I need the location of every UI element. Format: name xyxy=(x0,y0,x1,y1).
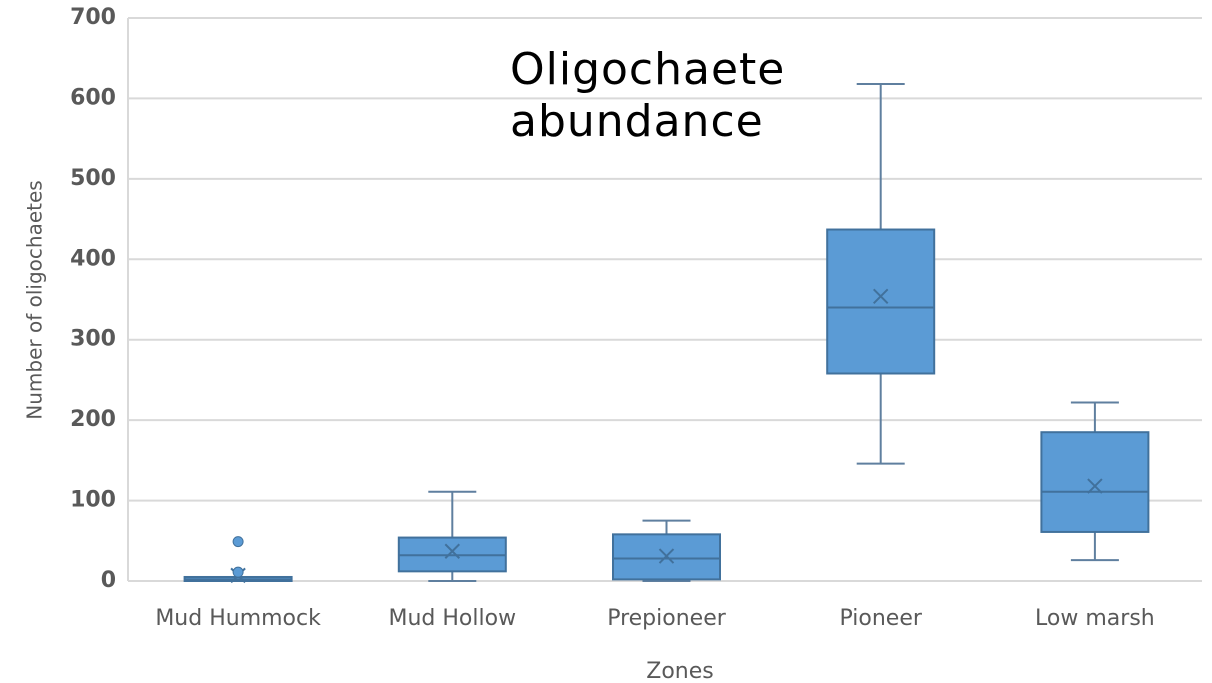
y-tick-label: 100 xyxy=(70,488,116,513)
mean-marker xyxy=(872,288,889,304)
outlier xyxy=(232,536,244,548)
y-tick-label: 700 xyxy=(70,5,116,30)
x-tick-label: Low marsh xyxy=(1035,606,1155,631)
x-axis-label: Zones xyxy=(646,659,713,683)
y-axis-label: Number of oligochaetes xyxy=(23,180,47,419)
y-tick-label: 300 xyxy=(70,327,116,352)
x-tick-label: Prepioneer xyxy=(607,606,727,631)
outlier xyxy=(232,566,244,578)
mean-marker xyxy=(444,543,461,559)
x-tick-label: Pioneer xyxy=(839,606,922,631)
x-tick-label: Mud Hollow xyxy=(389,606,517,631)
mean-marker xyxy=(658,548,675,564)
mean-marker xyxy=(1087,478,1103,494)
box xyxy=(1040,431,1150,533)
x-tick-label: Mud Hummock xyxy=(155,606,321,631)
y-tick-label: 600 xyxy=(70,85,116,110)
y-tick-label: 400 xyxy=(70,246,116,271)
y-tick-label: 500 xyxy=(70,166,116,191)
y-tick-label: 0 xyxy=(101,568,116,593)
box xyxy=(826,228,936,375)
y-tick-label: 200 xyxy=(70,407,116,432)
chart-title: Oligochaete abundance xyxy=(510,44,786,147)
